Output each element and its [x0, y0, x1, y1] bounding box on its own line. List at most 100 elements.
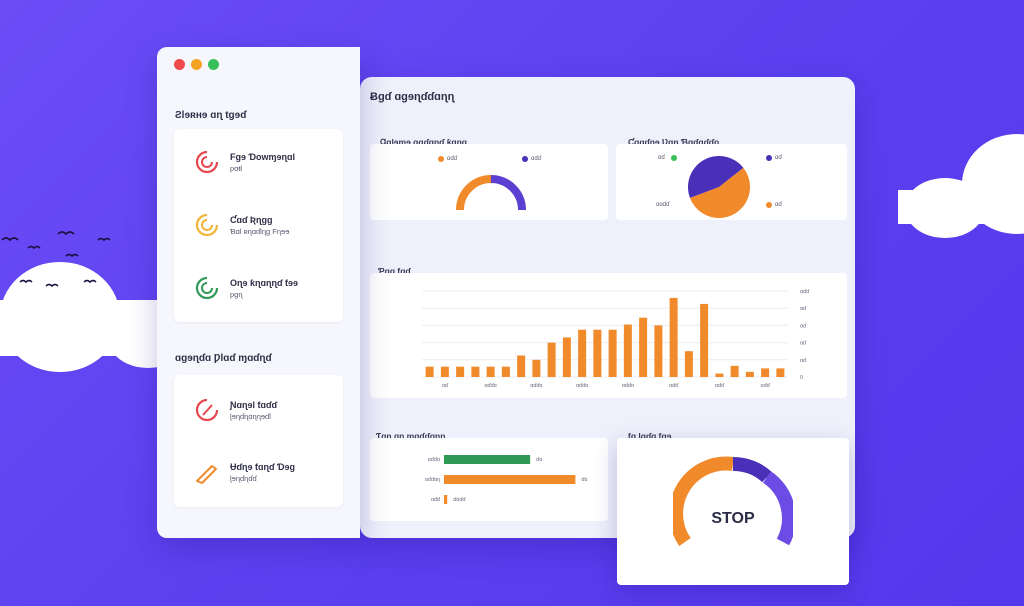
y-tick-label: ɑɗ: [800, 341, 807, 347]
bar: [761, 368, 770, 377]
float-card-title: ƭɑ ɭɡɗɑ ƭɑɘ: [628, 431, 672, 441]
hbar-panel: ɑɗɗɑ ɗɑ ɑɗɗɑɳ ɗɑ ɑɗɗ ɗɑɗɗ: [370, 438, 608, 521]
bar: [669, 297, 678, 377]
legend-swatch-orange: [438, 156, 444, 162]
bar: [440, 366, 449, 377]
sidebar-item[interactable]: Ʉɗɳɘ ƭɑɳɗ Ɗɘɡ ɭɘɳɗɳɗɗ: [194, 459, 295, 485]
sidebar-item-subtitle: ɭɘɳɗɳɗɗ: [230, 473, 257, 483]
x-tick-label: ɑɗɗ: [669, 383, 679, 389]
legend-swatch-purple: [766, 155, 772, 161]
hbar-value-label: ɗɑɗɗ: [453, 497, 466, 503]
hbar-value-label: ɗɑ: [536, 457, 542, 463]
bar: [654, 325, 663, 377]
hbar-value-label: ɗɑ: [581, 477, 587, 483]
sidebar-item-subtitle: ƿɡɳ: [230, 289, 243, 299]
bar: [547, 342, 556, 377]
sidebar-section-title: Ƨlɘʀʜɘ ɑɳ tgɘɗ: [175, 110, 247, 121]
sidebar-item-title: Ʉɗɳɘ ƭɑɳɗ Ɗɘɡ: [230, 461, 296, 472]
gauge-panel-title: Ɡɑlɘɱɘ ɑɡɗɑɳɗ ƙɑɳɡ: [380, 137, 468, 147]
cloud-left-puff: [0, 262, 120, 372]
sidebar-item-title: Oɳɘ ƙɳɑɳɳɗ ƭɘɘ: [230, 277, 299, 288]
y-tick-label: 0: [800, 375, 803, 381]
dashboard-window: Ƀɡɗ ɑɡɘɳɗɗɑɳɳ Ɡɑlɘɱɘ ɑɡɗɑɳɗ ƙɑɳɡ ɑɗɗ ɑɗɗ…: [360, 77, 855, 538]
bar-panel: 0 ɑɗ ɑɗ ɑɗ ɑɗ ɑɗɗ ɑɗ ɑɗɗɑ ɑɗɗɑ ɑɗɗɑ ɑɗɗɑ ɑɗɗ ɑɗɗ ɑɗɗ: [370, 273, 847, 398]
hbar: [444, 475, 576, 484]
sidebar-item-subtitle: ɭɘɳɗɳɑɳɳɘɗl: [230, 411, 271, 421]
sidebar-window: Ƨlɘʀʜɘ ɑɳ tgɘɗ Fɡɘ Ɗowɱɘɳɑl ƿɑŧl Ƈɑɗ Ʀɳɡ…: [157, 47, 360, 538]
pie-panel: ɑɗ ɑɗ ɑɑɗɗ ɑɗ: [616, 144, 847, 220]
x-tick-label: ɑɗɗ: [761, 383, 771, 389]
sidebar-card-1: Fɡɘ Ɗowɱɘɳɑl ƿɑŧl Ƈɑɗ Ʀɳɡɡ Ɓɑl ʀɳɑɗlɳɡ F…: [174, 129, 343, 322]
bar: [639, 317, 648, 377]
sidebar-item[interactable]: Ƈɑɗ Ʀɳɡɡ Ɓɑl ʀɳɑɗlɳɡ Fɳɘɘ: [194, 212, 289, 238]
progress-ring-icon: [195, 150, 219, 174]
sidebar-item[interactable]: Oɳɘ ƙɳɑɳɳɗ ƭɘɘ ƿɡɳ: [194, 275, 298, 301]
hbar: [444, 455, 531, 464]
sidebar-item-title: Ɲɑɳɘl ƭɑɗɗ: [230, 399, 277, 410]
progress-ring-icon: [195, 398, 219, 422]
x-tick-label: ɑɗɗɑ: [485, 383, 497, 389]
hbar: [444, 495, 448, 504]
bar: [684, 351, 693, 377]
semi-gauge: [456, 175, 526, 211]
sidebar-item-title: Ƈɑɗ Ʀɳɡɡ: [230, 214, 273, 225]
bar: [700, 303, 709, 377]
hbar-label: ɑɗɗɑɳ: [425, 477, 441, 483]
maximize-button[interactable]: [208, 59, 219, 70]
bar: [532, 359, 541, 377]
horizontal-bar-chart: ɑɗɗɑ ɗɑ ɑɗɗɑɳ ɗɑ ɑɗɗ ɗɑɗɗ: [425, 455, 588, 504]
pie-panel-title: Ƈɑɡɗɳɘ Ʋɑɳ Ɓɑɗɑɗɗɳ: [628, 137, 720, 147]
progress-ring-icon: [195, 276, 219, 300]
pie-slice: [689, 167, 750, 218]
y-tick-label: ɑɗ: [800, 306, 807, 312]
pie-legend-label: ɑɗ: [775, 155, 782, 161]
bar: [425, 366, 434, 377]
pie-legend-label: ɑɗ: [658, 155, 665, 161]
bar: [745, 371, 754, 377]
x-tick-label: ɑɗ: [442, 383, 449, 389]
pie-slice-label: ɑɑɗɗ: [656, 202, 670, 208]
sidebar-item[interactable]: Ɲɑɳɘl ƭɑɗɗ ɭɘɳɗɳɑɳɳɘɗl: [194, 397, 277, 423]
x-tick-label: ɑɗɗɑ: [530, 383, 542, 389]
bar: [730, 365, 739, 377]
cloud-right-puff-small: [905, 178, 985, 238]
sidebar-item[interactable]: Fɡɘ Ɗowɱɘɳɑl ƿɑŧl: [194, 149, 295, 175]
bar: [608, 329, 617, 377]
bar: [578, 329, 587, 377]
sidebar-item-title: Fɡɘ Ɗowɱɘɳɑl: [230, 151, 296, 162]
hbar-panel-title: Ƭɑɳ ɑɳ ɱɑɗɗɑɳɳ: [376, 431, 446, 441]
bar: [623, 324, 632, 377]
gauge-panel: ɑɗɗ ɑɗɗ: [370, 144, 608, 220]
stop-label: STOP: [711, 510, 755, 527]
pie-slice: [688, 156, 744, 198]
sidebar-section-title: ɑɡɘɳɗɑ Ƿlɑɗ ɱɑɗɳɗ: [175, 353, 272, 364]
hbar-label: ɑɗɗɑ: [428, 457, 440, 463]
stop-gauge-card: STOP: [617, 438, 849, 585]
bar: [562, 337, 571, 377]
bar: [776, 368, 785, 377]
y-tick-label: ɑɗ: [800, 358, 807, 364]
sidebar-card-2: Ɲɑɳɘl ƭɑɗɗ ɭɘɳɗɳɑɳɳɘɗl Ʉɗɳɘ ƭɑɳɗ Ɗɘɡ ɭɘɳ…: [174, 375, 343, 507]
pie-legend-label: ɑɗ: [775, 202, 782, 208]
legend-label: ɑɗɗ: [447, 156, 458, 162]
bar: [715, 373, 724, 377]
x-tick-label: ɑɗɗɑ: [576, 383, 588, 389]
y-tick-label: ɑɗɗ: [800, 289, 810, 295]
sidebar-item-subtitle: ƿɑŧl: [230, 163, 243, 173]
bar: [593, 329, 602, 377]
close-button[interactable]: [174, 59, 185, 70]
minimize-button[interactable]: [191, 59, 202, 70]
bar: [501, 366, 510, 377]
sidebar-item-subtitle: Ɓɑl ʀɳɑɗlɳɡ Fɳɘɘ: [230, 226, 290, 236]
legend-swatch-purple: [522, 156, 528, 162]
page-title: Ƀɡɗ ɑɡɘɳɗɗɑɳɳ: [370, 91, 455, 103]
window-controls: [174, 59, 219, 70]
legend-swatch-orange: [766, 202, 772, 208]
hbar-label: ɑɗɗ: [431, 497, 441, 503]
bar-chart: 0 ɑɗ ɑɗ ɑɗ ɑɗ ɑɗɗ ɑɗ ɑɗɗɑ ɑɗɗɑ ɑɗɗɑ ɑɗɗɑ ɑɗɗ ɑɗɗ ɑɗɗ: [422, 289, 810, 389]
trend-line-icon: [196, 465, 217, 484]
x-tick-label: ɑɗɗɑ: [622, 383, 634, 389]
bar: [456, 366, 465, 377]
legend-swatch-green: [671, 155, 677, 161]
legend-label: ɑɗɗ: [531, 156, 542, 162]
